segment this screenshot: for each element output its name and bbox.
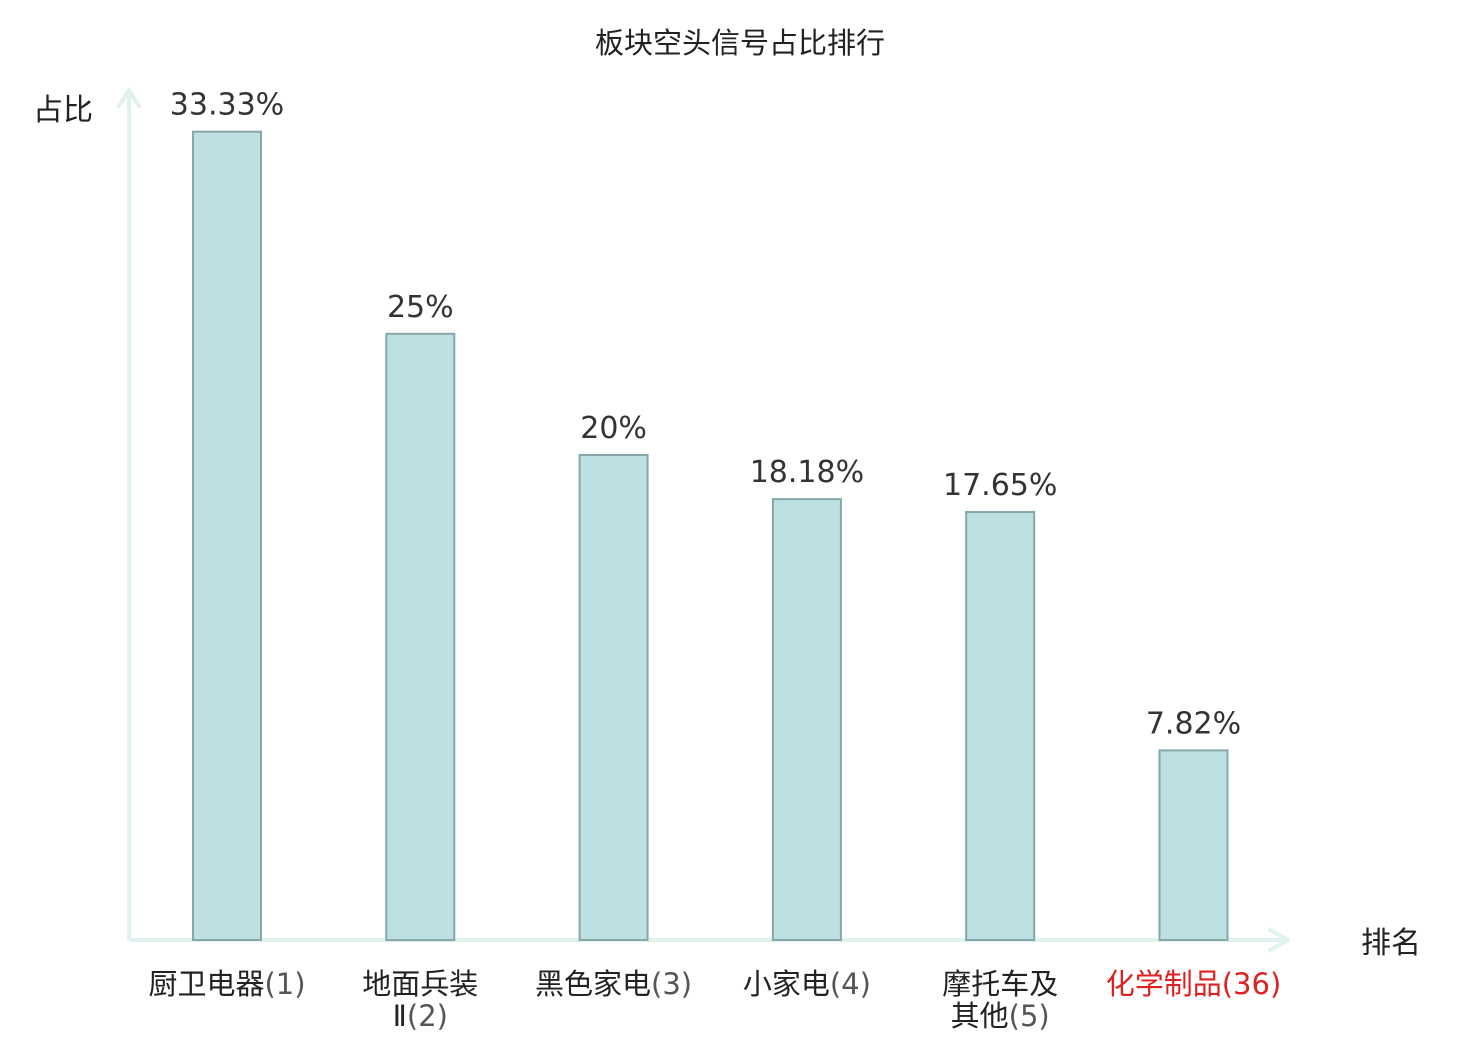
value-label-5: 17.65%: [943, 468, 1057, 503]
chart-title: 板块空头信号占比排行: [595, 26, 885, 60]
x-axis-arrow: [1268, 928, 1290, 952]
category-label-2-line-2: Ⅱ(2): [393, 999, 448, 1033]
category-rank: (36): [1222, 967, 1282, 1001]
category-label-3: 黑色家电(3): [535, 967, 692, 1001]
category-rank: (1): [264, 967, 305, 1001]
category-name: 化学制品: [1106, 967, 1222, 1001]
category-label-5-line-1: 摩托车及: [942, 967, 1058, 1001]
bar-6: [1158, 749, 1229, 942]
category-name: 厨卫电器: [148, 967, 264, 1001]
category-label-1: 厨卫电器(1): [148, 967, 305, 1001]
category-name: 摩托车及: [942, 967, 1058, 1001]
category-label-5-line-2: 其他(5): [951, 999, 1050, 1033]
bar-5: [965, 511, 1036, 941]
category-rank: (2): [407, 999, 448, 1033]
value-label-1: 33.33%: [170, 88, 284, 123]
x-axis-title: 排名: [1361, 926, 1421, 961]
y-axis-arrow: [117, 88, 141, 108]
category-name: 其他: [951, 999, 1009, 1033]
value-label-2: 25%: [387, 290, 454, 325]
bar-3: [578, 454, 649, 941]
category-label-4: 小家电(4): [743, 967, 871, 1001]
category-name: 黑色家电: [535, 967, 651, 1001]
y-axis: [117, 88, 141, 940]
category-name: Ⅱ: [393, 999, 407, 1033]
category-name: 地面兵装: [362, 967, 478, 1001]
category-rank: (5): [1009, 999, 1050, 1033]
bar-1: [192, 130, 262, 941]
category-label-2-line-1: 地面兵装: [362, 967, 478, 1001]
category-rank: (4): [830, 967, 871, 1001]
bar-4: [771, 498, 842, 941]
category-name: 小家电: [743, 967, 830, 1001]
value-label-6: 7.82%: [1146, 706, 1241, 741]
x-axis: [129, 928, 1290, 952]
y-axis-title: 占比: [33, 93, 93, 128]
value-label-3: 20%: [580, 411, 647, 446]
category-rank: (3): [651, 967, 692, 1001]
bars: [192, 130, 1229, 942]
value-labels: 33.33% 25% 20% 18.18% 17.65% 7.82%: [170, 88, 1241, 742]
value-label-4: 18.18%: [750, 455, 864, 490]
bar-2: [385, 332, 456, 942]
category-label-6: 化学制品(36): [1106, 967, 1282, 1001]
